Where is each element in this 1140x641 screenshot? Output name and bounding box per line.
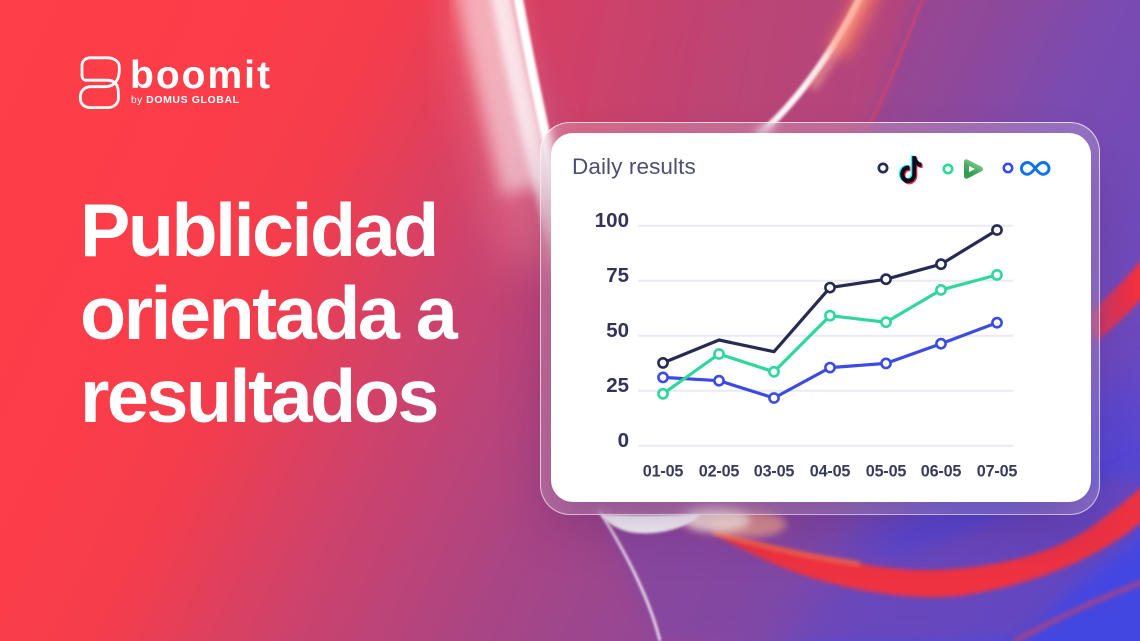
svg-text:Daily results: Daily results <box>572 154 696 179</box>
svg-text:07-05: 07-05 <box>977 463 1018 481</box>
svg-text:06-05: 06-05 <box>921 463 962 481</box>
svg-text:03-05: 03-05 <box>754 463 795 481</box>
svg-text:04-05: 04-05 <box>810 463 851 481</box>
svg-text:02-05: 02-05 <box>699 463 740 481</box>
svg-text:01-05: 01-05 <box>643 463 684 481</box>
svg-text:0: 0 <box>618 429 629 452</box>
svg-text:05-05: 05-05 <box>866 463 907 481</box>
svg-text:50: 50 <box>606 319 629 342</box>
svg-text:100: 100 <box>595 209 629 232</box>
svg-text:75: 75 <box>606 264 629 287</box>
svg-text:25: 25 <box>606 374 629 397</box>
